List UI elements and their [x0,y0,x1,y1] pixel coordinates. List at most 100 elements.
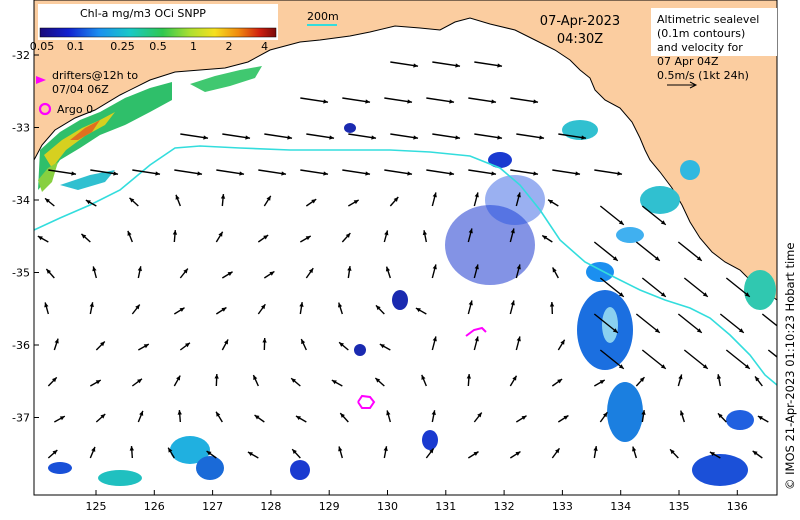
velocity-arrowhead [510,300,515,306]
velocity-arrowhead [44,302,49,308]
velocity-arrowhead [59,416,65,421]
velocity-arrowhead [449,99,455,104]
velocity-arrow [216,169,245,175]
velocity-arrowhead [113,171,119,176]
lon-tick-label: 134 [610,500,631,513]
velocity-arrowhead [263,235,269,240]
velocity-arrowhead [46,269,51,274]
sealevel-contour [34,145,777,386]
argo-track [357,394,376,409]
australia-coastline [34,0,777,301]
velocity-arrowhead [744,292,750,297]
velocity-arrowhead [560,339,565,345]
velocity-arrow [342,97,371,103]
velocity-arrowhead [176,375,181,381]
velocity-arrowhead [618,220,624,225]
velocity-arrowhead [516,192,521,198]
lon-tick-label: 136 [727,500,748,513]
credit-text: © IMOS 21-Apr-2023 01:10:23 Hobart time [783,243,797,490]
velocity-arrowhead [755,376,760,382]
velocity-arrowhead [292,449,297,454]
velocity-arrowhead [329,135,335,140]
velocity-arrowhead [299,302,304,307]
velocity-arrowhead [185,342,190,348]
velocity-arrowhead [455,63,461,68]
velocity-arrowhead [345,233,351,238]
velocity-arrow [558,133,587,139]
velocity-arrowhead [555,448,560,454]
velocity-arrowhead [474,264,479,270]
velocity-arrowhead [516,336,521,342]
velocity-arrowhead [384,230,389,236]
velocity-arrowhead [521,415,527,420]
velocity-arrow [599,349,625,370]
velocity-arrowhead [407,171,413,176]
lon-tick-label: 128 [260,500,281,513]
velocity-arrowhead [512,375,517,381]
velocity-arrow [432,133,461,139]
velocity-arrow [593,313,619,334]
velocity-arrowhead [539,135,545,140]
velocity-arrow [474,133,503,139]
velocity-arrowhead [308,268,314,274]
colorbar-tick-label: 0.5 [149,40,167,53]
velocity-arrowhead [269,271,275,276]
lat-tick-label: -34 [12,194,30,207]
velocity-arrowhead [431,410,436,416]
velocity-arrowhead [197,171,203,176]
velocity-arrowhead [340,413,345,418]
velocity-arrowhead [365,99,371,104]
velocity-arrowhead [301,339,306,345]
velocity-arrowhead [702,364,708,369]
velocity-arrowhead [744,364,750,369]
lat-tick-label: -36 [12,339,30,352]
velocity-arrow [510,97,539,103]
velocity-arrow [384,169,413,175]
velocity-arrowhead [516,264,521,270]
map-date: 07-Apr-2023 [540,14,620,29]
lon-tick-label: 126 [144,500,165,513]
velocity-arrowhead [757,416,763,421]
velocity-arrowhead [415,308,421,313]
velocity-arrowhead [678,374,683,380]
velocity-arrowhead [474,336,479,342]
velocity-arrowhead [155,171,161,176]
velocity-arrow [767,349,777,358]
velocity-arrowhead [91,446,96,452]
velocity-arrowhead [654,328,660,333]
velocity-arrowhead [168,447,173,453]
velocity-arrowhead [338,446,343,452]
velocity-arrowhead [670,449,675,455]
velocity-arrow [761,313,777,327]
velocity-arrowhead [137,266,142,272]
velocity-arrow [432,61,461,67]
velocity-arrowhead [331,380,337,385]
velocity-legend-line5: 0.5m/s (1kt 24h) [657,69,749,82]
velocity-arrowhead [491,99,497,104]
velocity-arrowhead [449,171,455,176]
velocity-legend: Altimetric sealevel (0.1m contours) and … [651,8,777,89]
velocity-arrowhead [214,374,219,379]
velocity-arrow [264,133,293,139]
velocity-arrowhead [311,199,317,204]
velocity-arrow [725,349,751,370]
velocity-arrowhead [581,135,587,140]
velocity-arrowhead [593,446,598,451]
velocity-arrowhead [575,171,581,176]
velocity-arrowhead [612,328,618,333]
velocity-arrowhead [337,302,343,308]
velocity-legend-line3: and velocity for [657,41,743,54]
velocity-arrowhead [660,220,666,225]
velocity-arrowhead [347,266,352,271]
velocity-arrow [426,97,455,103]
velocity-arrow [132,169,161,175]
velocity-arrowhead [599,380,605,385]
lon-tick-label: 133 [552,500,573,513]
velocity-arrowhead [702,292,708,297]
velocity-arrow [390,133,419,139]
velocity-arrowhead [365,171,371,176]
velocity-arrowhead [139,410,144,416]
velocity-arrow [90,169,119,175]
velocity-arrowhead [375,305,381,311]
velocity-arrowhead [183,268,188,274]
